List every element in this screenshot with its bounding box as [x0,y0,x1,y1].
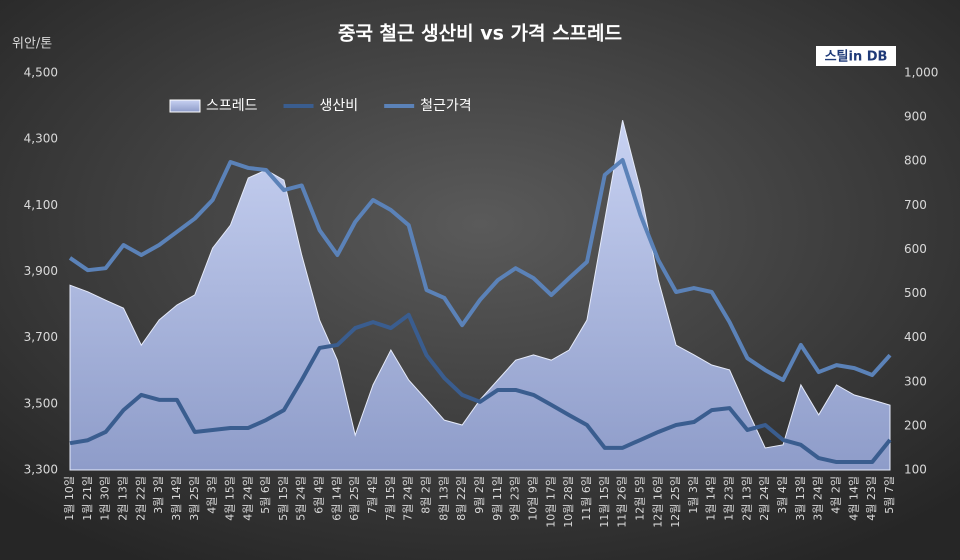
y2-tick-label: 200 [904,418,927,432]
x-tick-label: 12월 25일 [668,476,682,528]
legend-label: 철근가격 [420,98,472,114]
x-tick-label: 9월 2일 [472,476,486,514]
y2-tick-label: 800 [904,154,927,168]
x-tick-label: 1월 23일 [722,476,736,521]
x-tick-label: 8월 13일 [436,476,450,521]
x-tick-label: 9월 23일 [508,476,522,521]
series-line [69,312,892,465]
x-tick-label: 2월 13일 [115,476,129,521]
series-line [68,158,892,383]
x-tick-label: 5월 24일 [294,476,308,521]
legend-label: 생산비 [320,98,359,114]
y2-tick-label: 600 [904,242,927,256]
x-tick-label: 3월 24일 [811,476,825,521]
x-tick-label: 10월 17일 [543,476,557,528]
y-tick-label: 3,900 [24,264,58,278]
x-tick-label: 3월 25일 [187,476,201,521]
x-tick-label: 1월 3일 [686,476,700,514]
x-tick-label: 6월 25일 [347,476,361,521]
x-tick-label: 4월 2일 [829,476,843,514]
x-tick-label: 7월 4일 [365,476,379,514]
x-tick-label: 4월 14일 [846,476,860,521]
y-tick-label: 3,500 [24,396,58,410]
y2-tick-label: 900 [904,110,927,124]
legend-label: 스프레드 [206,98,258,114]
x-tick-label: 3월 3일 [151,476,165,514]
y2-tick-label: 500 [904,286,927,300]
x-tick-label: 1월 21일 [80,476,94,521]
x-tick-label: 3월 4일 [775,476,789,514]
x-tick-label: 6월 14일 [329,476,343,521]
legend-swatch [169,99,201,113]
y2-tick-label: 700 [904,198,927,212]
x-tick-label: 5월 6일 [258,476,272,514]
x-tick-label: 8월 2일 [419,476,433,514]
x-tick-label: 11월 26일 [615,476,629,528]
x-tick-label: 7월 24일 [401,476,415,521]
x-tick-label: 1월 30일 [98,476,112,521]
x-tick-label: 12월 5일 [632,476,646,521]
y2-tick-label: 300 [904,374,927,388]
x-tick-label: 3월 14일 [169,476,183,521]
y2-tick-label: 400 [904,330,927,344]
y-tick-label: 3,300 [24,463,58,477]
x-tick-label: 3월 13일 [793,476,807,521]
logo-box [816,46,896,66]
x-tick-label: 10월 9일 [525,476,539,521]
x-tick-label: 2월 24일 [757,476,771,521]
x-tick-label: 7월 15일 [383,476,397,521]
x-tick-label: 2월 13일 [739,476,753,521]
x-tick-label: 4월 3일 [205,476,219,514]
x-tick-label: 1월 14일 [704,476,718,521]
y-tick-label: 3,700 [24,330,58,344]
x-tick-label: 11월 6일 [579,476,593,521]
y-axis-label: 위안/톤 [12,37,52,52]
x-tick-label: 11월 15일 [597,476,611,528]
x-tick-label: 10월 28일 [561,476,575,528]
x-tick-label: 12월 16일 [650,476,664,528]
x-tick-label: 4월 23일 [864,476,878,521]
x-tick-label: 4월 15일 [222,476,236,521]
y2-tick-label: 100 [904,463,927,477]
y-tick-label: 4,100 [24,198,58,212]
x-tick-label: 9월 11일 [490,476,504,521]
x-tick-label: 2월 22일 [133,476,147,521]
x-tick-label: 6월 4일 [312,476,326,514]
y-tick-label: 4,300 [24,132,58,146]
y-tick-label: 4,500 [24,66,58,80]
x-tick-label: 4월 24일 [240,476,254,521]
x-tick-label: 5월 7일 [882,476,896,514]
x-tick-label: 5월 15일 [276,476,290,521]
chart-title: 중국 철근 생산비 vs 가격 스프레드 [338,23,622,45]
spread-area [69,120,891,471]
logo: 스틸in DB [825,50,888,65]
y2-tick-label: 1,000 [904,66,938,80]
x-tick-label: 1월 10일 [62,476,76,521]
x-tick-label: 8월 22일 [454,476,468,521]
